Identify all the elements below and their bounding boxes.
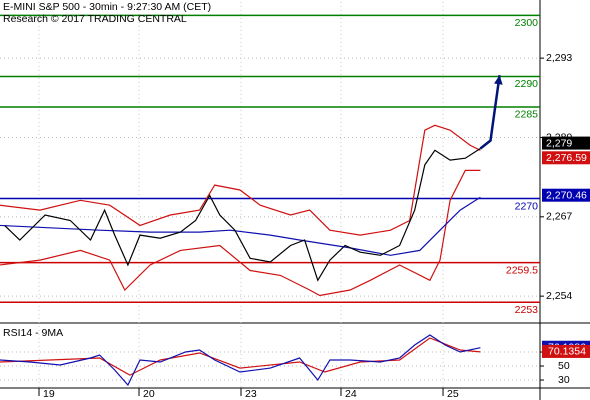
level-label: 2285 (515, 109, 539, 121)
value-box-label: 70.1354 (548, 346, 586, 358)
y-tick-label: 2,293 (546, 52, 572, 64)
y-tick-label: 50 (558, 360, 570, 372)
level-label: 2270 (515, 200, 539, 212)
price-box (542, 136, 590, 150)
y-tick-label: 2,254 (546, 290, 572, 302)
price-box (542, 151, 590, 165)
series-line (0, 334, 481, 387)
rsi-title: RSI14 - 9MA (3, 327, 63, 339)
x-tick-label: 24 (345, 388, 357, 400)
level-label: 2253 (515, 304, 539, 316)
series-line (4, 147, 481, 282)
arrow-head (494, 75, 503, 85)
price-box-label: 2,279 (546, 137, 572, 149)
series-line (0, 337, 481, 376)
level-label: 2259.5 (506, 264, 538, 276)
chart-title: E-MINI S&P 500 - 30min - 9:27:30 AM (CET… (3, 1, 211, 13)
level-label: 2300 (515, 17, 539, 29)
series-line (0, 124, 481, 236)
forecast-arrow (479, 75, 501, 150)
price-box-label: 2,270.46 (546, 189, 587, 201)
x-tick-label: 23 (245, 388, 257, 400)
series-line (0, 169, 481, 297)
y-tick-label: 30 (558, 374, 570, 386)
price-box-label: 2,276.59 (546, 152, 587, 164)
x-tick-label: 25 (447, 388, 459, 400)
chart-subtitle: Research © 2017 TRADING CENTRAL (3, 13, 187, 25)
price-box (542, 188, 590, 202)
x-tick-label: 19 (43, 388, 55, 400)
value-box (542, 344, 590, 358)
y-tick-label: 2,267 (546, 211, 572, 223)
x-tick-label: 20 (143, 388, 155, 400)
series-line (0, 196, 481, 256)
level-label: 2290 (515, 78, 539, 90)
